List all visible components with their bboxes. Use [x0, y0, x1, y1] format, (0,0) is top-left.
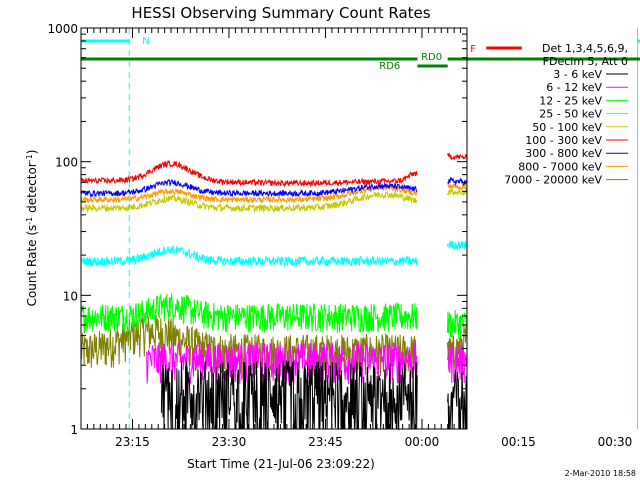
y-axis-label-sup1: -1 [25, 217, 34, 225]
x-tick-label: 23:15 [115, 435, 150, 449]
x-tick-label: 23:45 [308, 435, 343, 449]
x-axis-label: Start Time (21-Jul-06 23:09:22) [187, 457, 375, 471]
legend-label: 25 - 50 keV [539, 108, 602, 121]
legend-label: 12 - 25 keV [539, 94, 602, 107]
night-flag-label: N [142, 36, 149, 47]
legend-label: 100 - 300 keV [525, 134, 602, 147]
footer-date: 2-Mar-2010 18:58 [565, 469, 636, 478]
series-line [80, 188, 468, 214]
x-tick-label: 00:30 [598, 435, 633, 449]
x-tick-label: 23:30 [212, 435, 247, 449]
legend-label: 50 - 100 keV [532, 121, 602, 134]
legend-label: 6 - 12 keV [546, 81, 602, 94]
series-line [80, 240, 468, 268]
legend: Det 1,3,4,5,6,9, FDecim 5, Att 0 3 - 6 k… [504, 42, 628, 187]
series-line [80, 152, 468, 188]
y-tick-label: 10 [63, 289, 78, 303]
legend-label: 300 - 800 keV [525, 147, 602, 160]
y-tick-label: 100 [55, 156, 78, 170]
series-line [80, 183, 468, 205]
series-line [80, 176, 468, 198]
y-tick-label: 1 [70, 423, 78, 437]
y-tick-label: 1000 [47, 22, 78, 36]
legend-label: 7000 - 20000 keV [504, 174, 602, 187]
legend-label: 3 - 6 keV [553, 68, 602, 81]
decim-rd6-label: RD6 [379, 61, 400, 72]
y-axis-label-sup2: -1 [25, 154, 34, 162]
series-line [160, 360, 468, 431]
y-axis-label: Count Rate (s-1 detector-1) [25, 150, 39, 307]
legend-header-line-1: Det 1,3,4,5,6,9, [542, 42, 628, 55]
legend-label: 800 - 7000 keV [518, 160, 602, 173]
decim-rd0-label: RD0 [421, 52, 442, 63]
legend-header-line-2: FDecim 5, Att 0 [543, 55, 628, 68]
flare-flag-label: F [470, 44, 476, 55]
y-axis-label-main: Count Rate (s [25, 225, 39, 307]
y-axis-label-end: ) [25, 150, 39, 155]
y-axis-label-mid: detector [25, 162, 39, 217]
chart-title: HESSI Observing Summary Count Rates [131, 4, 430, 22]
x-tick-label: 00:00 [405, 435, 440, 449]
series-line [80, 293, 468, 340]
x-tick-label: 00:15 [501, 435, 536, 449]
